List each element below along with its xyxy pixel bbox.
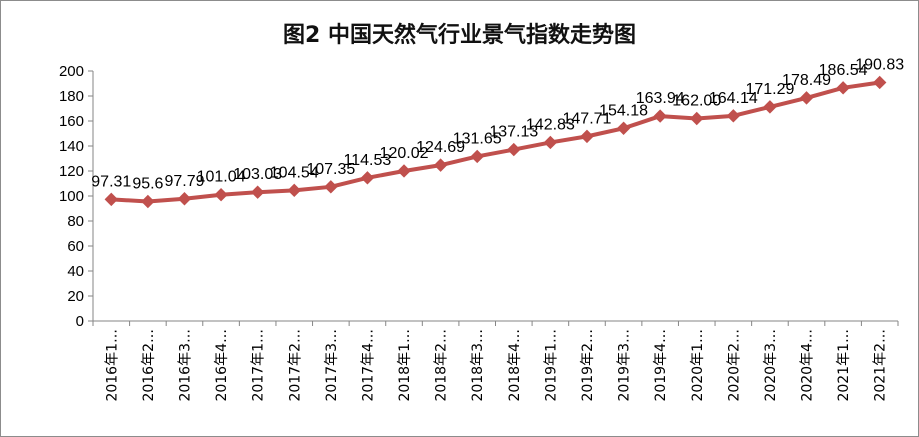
data-point-marker xyxy=(250,185,265,199)
x-tick-label: 2017年3… xyxy=(324,329,340,402)
data-label: 137.13 xyxy=(489,124,538,141)
series-line xyxy=(111,80,880,204)
data-point-marker xyxy=(470,149,484,164)
data-point-marker xyxy=(543,135,558,150)
data-label: 163.94 xyxy=(636,90,685,107)
y-tick-label: 20 xyxy=(67,288,84,305)
data-point-marker xyxy=(287,183,301,198)
data-point-marker xyxy=(763,100,777,114)
data-label: 171.29 xyxy=(745,81,794,98)
x-tick-label: 2017年4… xyxy=(360,329,376,402)
data-label: 186.54 xyxy=(819,62,868,79)
y-tick-labels: 0 20 40 60 80 100 120 140 160 180 200 xyxy=(59,63,84,330)
y-tick-label: 120 xyxy=(59,163,84,180)
data-point-marker xyxy=(177,192,192,206)
x-tick-label: 2020年4… xyxy=(800,329,816,402)
x-tick-label: 2021年1… xyxy=(836,329,852,402)
data-label: 97.79 xyxy=(164,173,204,190)
data-point-marker xyxy=(104,192,119,207)
x-tick-label: 2016年2… xyxy=(141,329,157,402)
data-label: 162.00 xyxy=(672,93,721,110)
data-label: 101.04 xyxy=(197,169,246,186)
x-tick-label: 2019年3… xyxy=(617,329,633,402)
y-tick-label: 100 xyxy=(59,188,84,205)
data-label: 154.18 xyxy=(599,102,648,119)
y-tick-label: 200 xyxy=(59,63,84,80)
y-tick-label: 80 xyxy=(67,213,84,230)
x-tick-label: 2018年1… xyxy=(397,329,413,402)
data-label: 131.65 xyxy=(453,130,502,147)
data-point-marker xyxy=(616,121,631,135)
data-label: 120.02 xyxy=(380,145,429,162)
x-tick-label: 2018年2… xyxy=(434,329,450,402)
data-point-marker xyxy=(836,81,850,95)
data-point-marker xyxy=(507,142,521,157)
data-point-marker xyxy=(141,194,155,209)
data-point-marker xyxy=(397,164,411,178)
y-tick-label: 40 xyxy=(67,263,84,280)
data-label: 95.6 xyxy=(132,176,163,193)
data-label: 107.35 xyxy=(306,161,355,178)
data-point-marker xyxy=(872,75,887,90)
x-tick-label: 2020年1… xyxy=(690,329,706,402)
data-label: 103.03 xyxy=(233,166,282,183)
data-point-marker xyxy=(433,158,448,172)
data-point-marker xyxy=(214,187,228,202)
y-tick-label: 160 xyxy=(59,113,84,130)
x-tick-label: 2019年4… xyxy=(653,329,669,402)
x-tick-labels: 2016年1… 2016年2… 2016年3… 2016年4… 2017年1… 2017年… xyxy=(104,329,888,402)
series-markers xyxy=(104,75,887,209)
x-tick-label: 2019年2… xyxy=(580,329,596,402)
data-label: 147.71 xyxy=(563,110,612,127)
data-point-marker xyxy=(726,109,741,123)
y-tick-label: 60 xyxy=(67,238,84,255)
axes xyxy=(88,70,899,326)
x-tick-label: 2020年3… xyxy=(763,329,779,402)
series-line-path xyxy=(111,80,880,204)
x-tick-label: 2016年3… xyxy=(177,329,193,402)
data-point-marker xyxy=(360,171,375,185)
data-point-marker xyxy=(324,180,338,194)
data-label: 164.14 xyxy=(709,90,758,107)
y-tick-label: 0 xyxy=(76,313,84,330)
x-tick-label: 2021年2… xyxy=(873,329,889,402)
x-tick-label: 2017年1… xyxy=(251,329,267,402)
data-point-marker xyxy=(580,129,594,144)
data-label: 114.53 xyxy=(344,152,392,169)
data-label: 142.83 xyxy=(526,116,575,133)
data-label: 124.69 xyxy=(416,139,465,156)
y-tick-label: 140 xyxy=(59,138,84,155)
data-point-marker xyxy=(653,109,667,123)
chart-title: 图2 中国天然气行业景气指数走势图 xyxy=(283,23,636,48)
data-label: 104.54 xyxy=(270,164,319,181)
x-tick-label: 2016年1… xyxy=(104,329,120,402)
data-label: 190.83 xyxy=(855,56,904,73)
data-label: 178.49 xyxy=(782,72,831,89)
data-point-marker xyxy=(690,111,704,126)
x-tick-label: 2016年4… xyxy=(214,329,230,402)
x-tick-label: 2020年2… xyxy=(726,329,742,402)
x-tick-label: 2017年2… xyxy=(287,329,303,402)
data-point-marker xyxy=(799,91,814,105)
x-tick-label: 2019年1… xyxy=(543,329,559,402)
y-tick-label: 180 xyxy=(59,88,84,105)
data-label: 97.31 xyxy=(91,173,131,190)
data-labels: 97.31 95.6 97.79101.04103.03104.54107.3511… xyxy=(91,56,904,192)
x-tick-label: 2018年3… xyxy=(470,329,486,402)
x-tick-label: 2018年4… xyxy=(507,329,523,402)
